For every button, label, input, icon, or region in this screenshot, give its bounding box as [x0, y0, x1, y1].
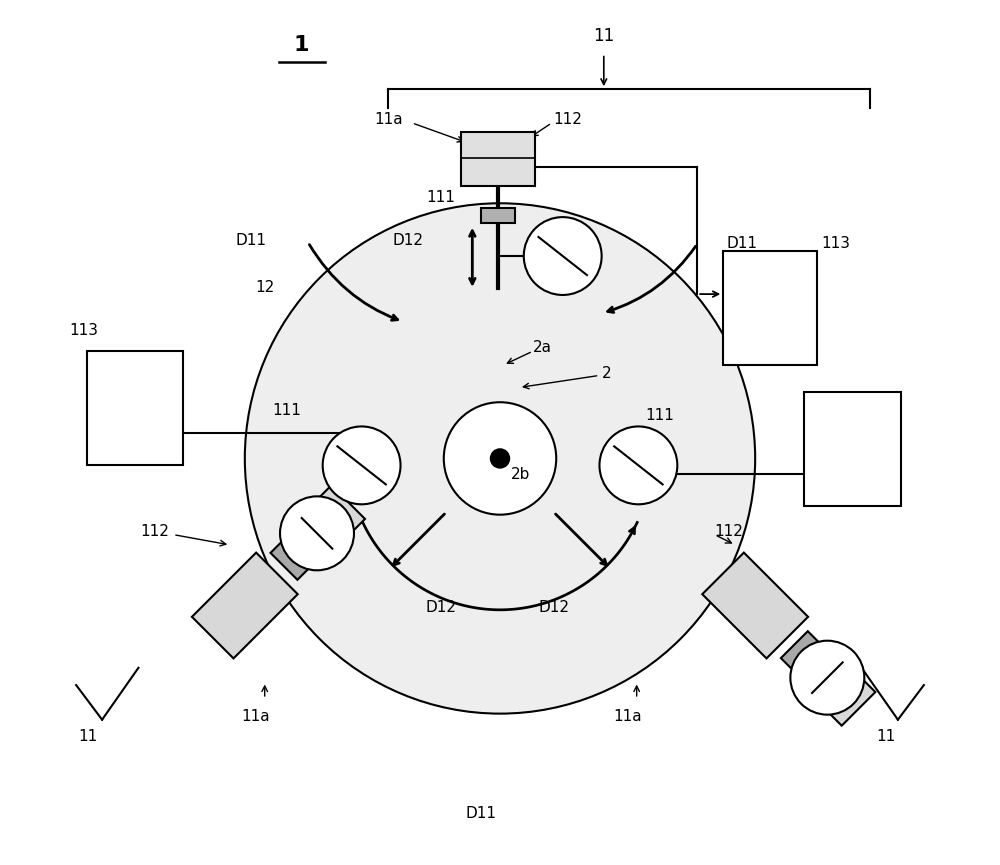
Text: OUT: OUT — [837, 467, 869, 481]
Text: 113: 113 — [69, 323, 98, 338]
Text: 2b: 2b — [510, 466, 530, 482]
Bar — [781, 631, 825, 676]
Text: 11a: 11a — [242, 708, 270, 724]
Circle shape — [323, 426, 401, 504]
Text: 12: 12 — [255, 279, 274, 295]
Circle shape — [490, 449, 510, 468]
Text: 11: 11 — [78, 729, 97, 745]
Text: 113: 113 — [822, 406, 851, 421]
Bar — [87, 351, 183, 465]
Text: 112: 112 — [715, 524, 743, 540]
Text: IN: IN — [126, 375, 144, 391]
Text: 111: 111 — [426, 189, 455, 205]
Text: D11: D11 — [235, 233, 266, 248]
Text: 2: 2 — [602, 366, 612, 381]
Circle shape — [280, 497, 354, 570]
Circle shape — [444, 402, 556, 515]
Text: D12: D12 — [538, 599, 569, 615]
Text: 11a: 11a — [374, 112, 403, 127]
Text: OUT: OUT — [754, 326, 786, 340]
Text: 11: 11 — [876, 729, 896, 745]
Text: 113: 113 — [822, 236, 851, 252]
Text: OUT: OUT — [119, 426, 151, 440]
Bar — [723, 251, 817, 365]
Text: 2a: 2a — [533, 340, 552, 356]
Text: 111: 111 — [272, 403, 301, 419]
Circle shape — [245, 203, 755, 714]
Text: 112: 112 — [554, 112, 583, 127]
Text: IN: IN — [844, 416, 862, 432]
Bar — [481, 208, 515, 223]
Text: D11: D11 — [465, 805, 496, 821]
Text: D12: D12 — [426, 599, 457, 615]
Bar — [192, 553, 298, 658]
Bar — [816, 666, 875, 726]
Circle shape — [524, 217, 602, 295]
Text: 112: 112 — [141, 524, 170, 540]
Bar — [271, 535, 315, 580]
Text: IN: IN — [761, 275, 779, 291]
Bar — [306, 485, 365, 545]
Text: D11: D11 — [727, 236, 758, 252]
Circle shape — [790, 641, 864, 714]
Bar — [702, 553, 808, 658]
Text: 11: 11 — [593, 28, 614, 45]
Bar — [461, 132, 535, 186]
Text: D12: D12 — [393, 233, 424, 248]
Text: 111: 111 — [645, 407, 674, 423]
Bar — [804, 392, 901, 506]
Text: 1: 1 — [293, 35, 309, 55]
Text: 11a: 11a — [614, 708, 642, 724]
Circle shape — [599, 426, 677, 504]
